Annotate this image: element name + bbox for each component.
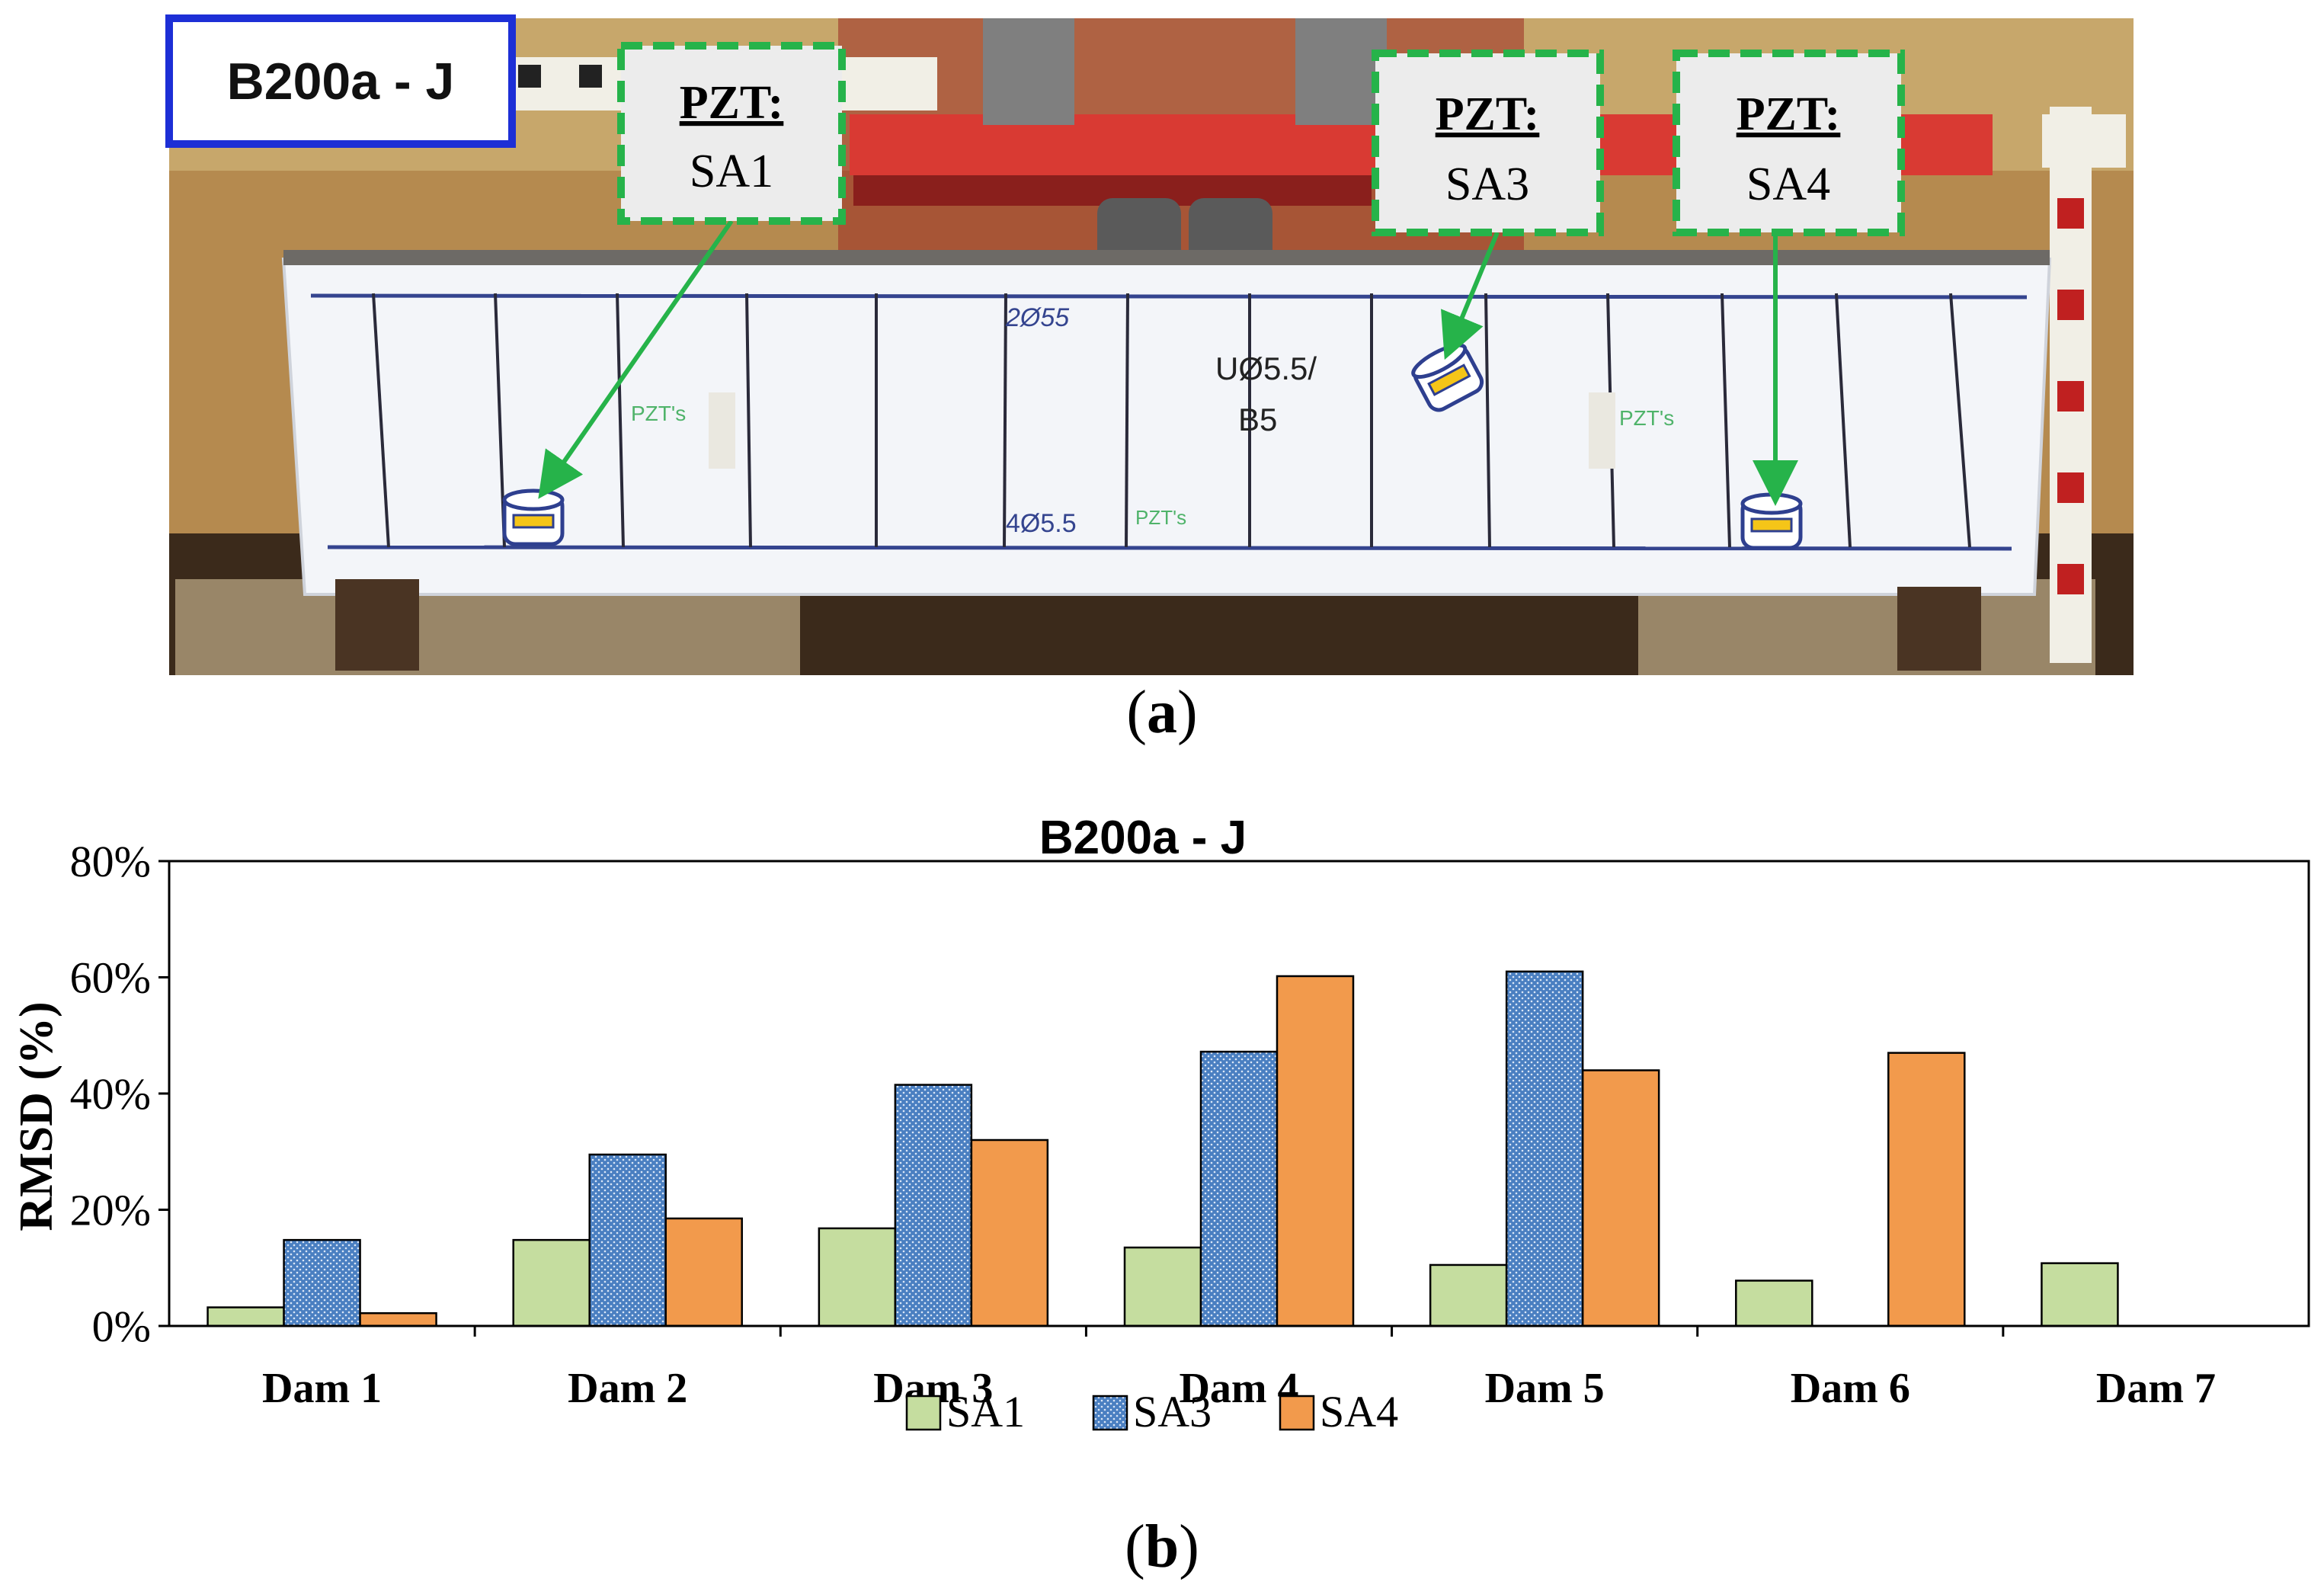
beam-id-label: B200a - J [227, 53, 455, 110]
pzt-callout-sa3: PZT: SA3 [1372, 50, 1604, 236]
legend-label-sa3: SA3 [1133, 1387, 1212, 1436]
x-tick-label: Dam 6 [1791, 1365, 1910, 1412]
stirrup-marking-line2: B5 [1238, 402, 1277, 437]
bar-sa3-dam-2 [588, 1153, 667, 1327]
pzt-sensor-sa1-icon [502, 488, 565, 546]
bar-sa3-dam-3 [894, 1084, 973, 1327]
caption-a-open: ( [1126, 679, 1147, 746]
pzt-sensor-sa4-icon [1740, 492, 1803, 550]
y-tick-label: 60% [70, 953, 151, 1003]
pzt-note-right: PZT's [1619, 406, 1674, 430]
pzt-callout-sa4: PZT: SA4 [1673, 50, 1905, 236]
legend-label-sa4: SA4 [1320, 1387, 1398, 1436]
bar-sa4-dam-5 [1581, 1069, 1660, 1327]
bar-sa1-dam-2 [512, 1238, 591, 1327]
pzt-note-left: PZT's [631, 402, 686, 425]
x-tick-label: Dam 7 [2096, 1365, 2216, 1412]
bar-sa1-dam-7 [2041, 1262, 2119, 1327]
pzt-callout-sa3-heading: PZT: [1436, 88, 1540, 140]
bar-sa4-dam-4 [1276, 975, 1355, 1327]
bar-sa3-dam-5 [1505, 970, 1584, 1327]
caption-b-letter: b [1144, 1513, 1180, 1580]
bottom-rebar-marking: 4Ø5.5 [1006, 509, 1077, 538]
pzt-callout-sa3-sensor: SA3 [1445, 159, 1529, 210]
y-tick-label: 40% [70, 1069, 151, 1119]
legend-swatch-sa1 [905, 1395, 942, 1431]
y-tick-label: 0% [92, 1302, 151, 1351]
bar-sa4-dam-6 [1887, 1052, 1966, 1327]
bar-sa4-dam-2 [664, 1217, 743, 1327]
top-rebar-marking: 2Ø55 [1005, 303, 1069, 332]
chart-title: B200a - J [1039, 812, 1247, 864]
legend-swatch-sa3 [1092, 1395, 1128, 1431]
pzt-note-mid: PZT's [1135, 506, 1186, 529]
caption-a-letter: a [1147, 679, 1177, 746]
legend-label-sa1: SA1 [946, 1387, 1025, 1436]
bar-sa3-dam-1 [283, 1238, 361, 1327]
y-tick-label: 80% [70, 837, 151, 886]
pzt-callout-sa1-heading: PZT: [680, 77, 784, 129]
beam-photo: 2Ø55 UØ5.5/ B5 4Ø5.5 PZT's PZT's PZT's B… [165, 14, 2134, 675]
stirrup-marking-line1: UØ5.5/ [1215, 351, 1317, 386]
x-tick-label: Dam 2 [568, 1365, 687, 1412]
y-tick-label: 20% [70, 1186, 151, 1235]
bar-sa4-dam-3 [970, 1138, 1049, 1327]
bar-sa4-dam-1 [359, 1311, 437, 1327]
bar-sa1-dam-4 [1123, 1246, 1202, 1327]
x-tick-label: Dam 5 [1485, 1365, 1605, 1412]
arrow-sa1 [538, 219, 734, 499]
beam-id-box [165, 14, 516, 148]
bar-sa1-dam-1 [206, 1306, 285, 1327]
pzt-callout-sa4-heading: PZT: [1737, 88, 1841, 140]
x-tick-label: Dam 4 [1179, 1365, 1298, 1412]
bar-sa1-dam-5 [1429, 1263, 1508, 1327]
pzt-callout-sa1: PZT: SA1 [617, 42, 846, 225]
caption-a: (a) [0, 678, 2324, 748]
x-tick-label: Dam 1 [262, 1365, 382, 1412]
caption-b-close: ) [1179, 1513, 1199, 1580]
arrow-sa3 [1441, 231, 1500, 360]
rmsd-bar-chart: B200a - J RMSD (%) 0% 20% 40% 60% 80% Dam 1 D… [11, 812, 2310, 1436]
legend-swatch-sa4 [1279, 1395, 1315, 1431]
bar-sa1-dam-6 [1735, 1279, 1813, 1327]
caption-b: (b) [0, 1513, 2324, 1582]
bar-sa1-dam-3 [818, 1227, 897, 1327]
caption-a-close: ) [1177, 679, 1198, 746]
pzt-callout-sa4-sensor: SA4 [1746, 159, 1830, 210]
caption-b-open: ( [1125, 1513, 1145, 1580]
bar-sa3-dam-4 [1199, 1050, 1279, 1327]
pzt-callout-sa1-sensor: SA1 [690, 146, 773, 197]
y-axis-label: RMSD (%) [11, 1001, 62, 1231]
